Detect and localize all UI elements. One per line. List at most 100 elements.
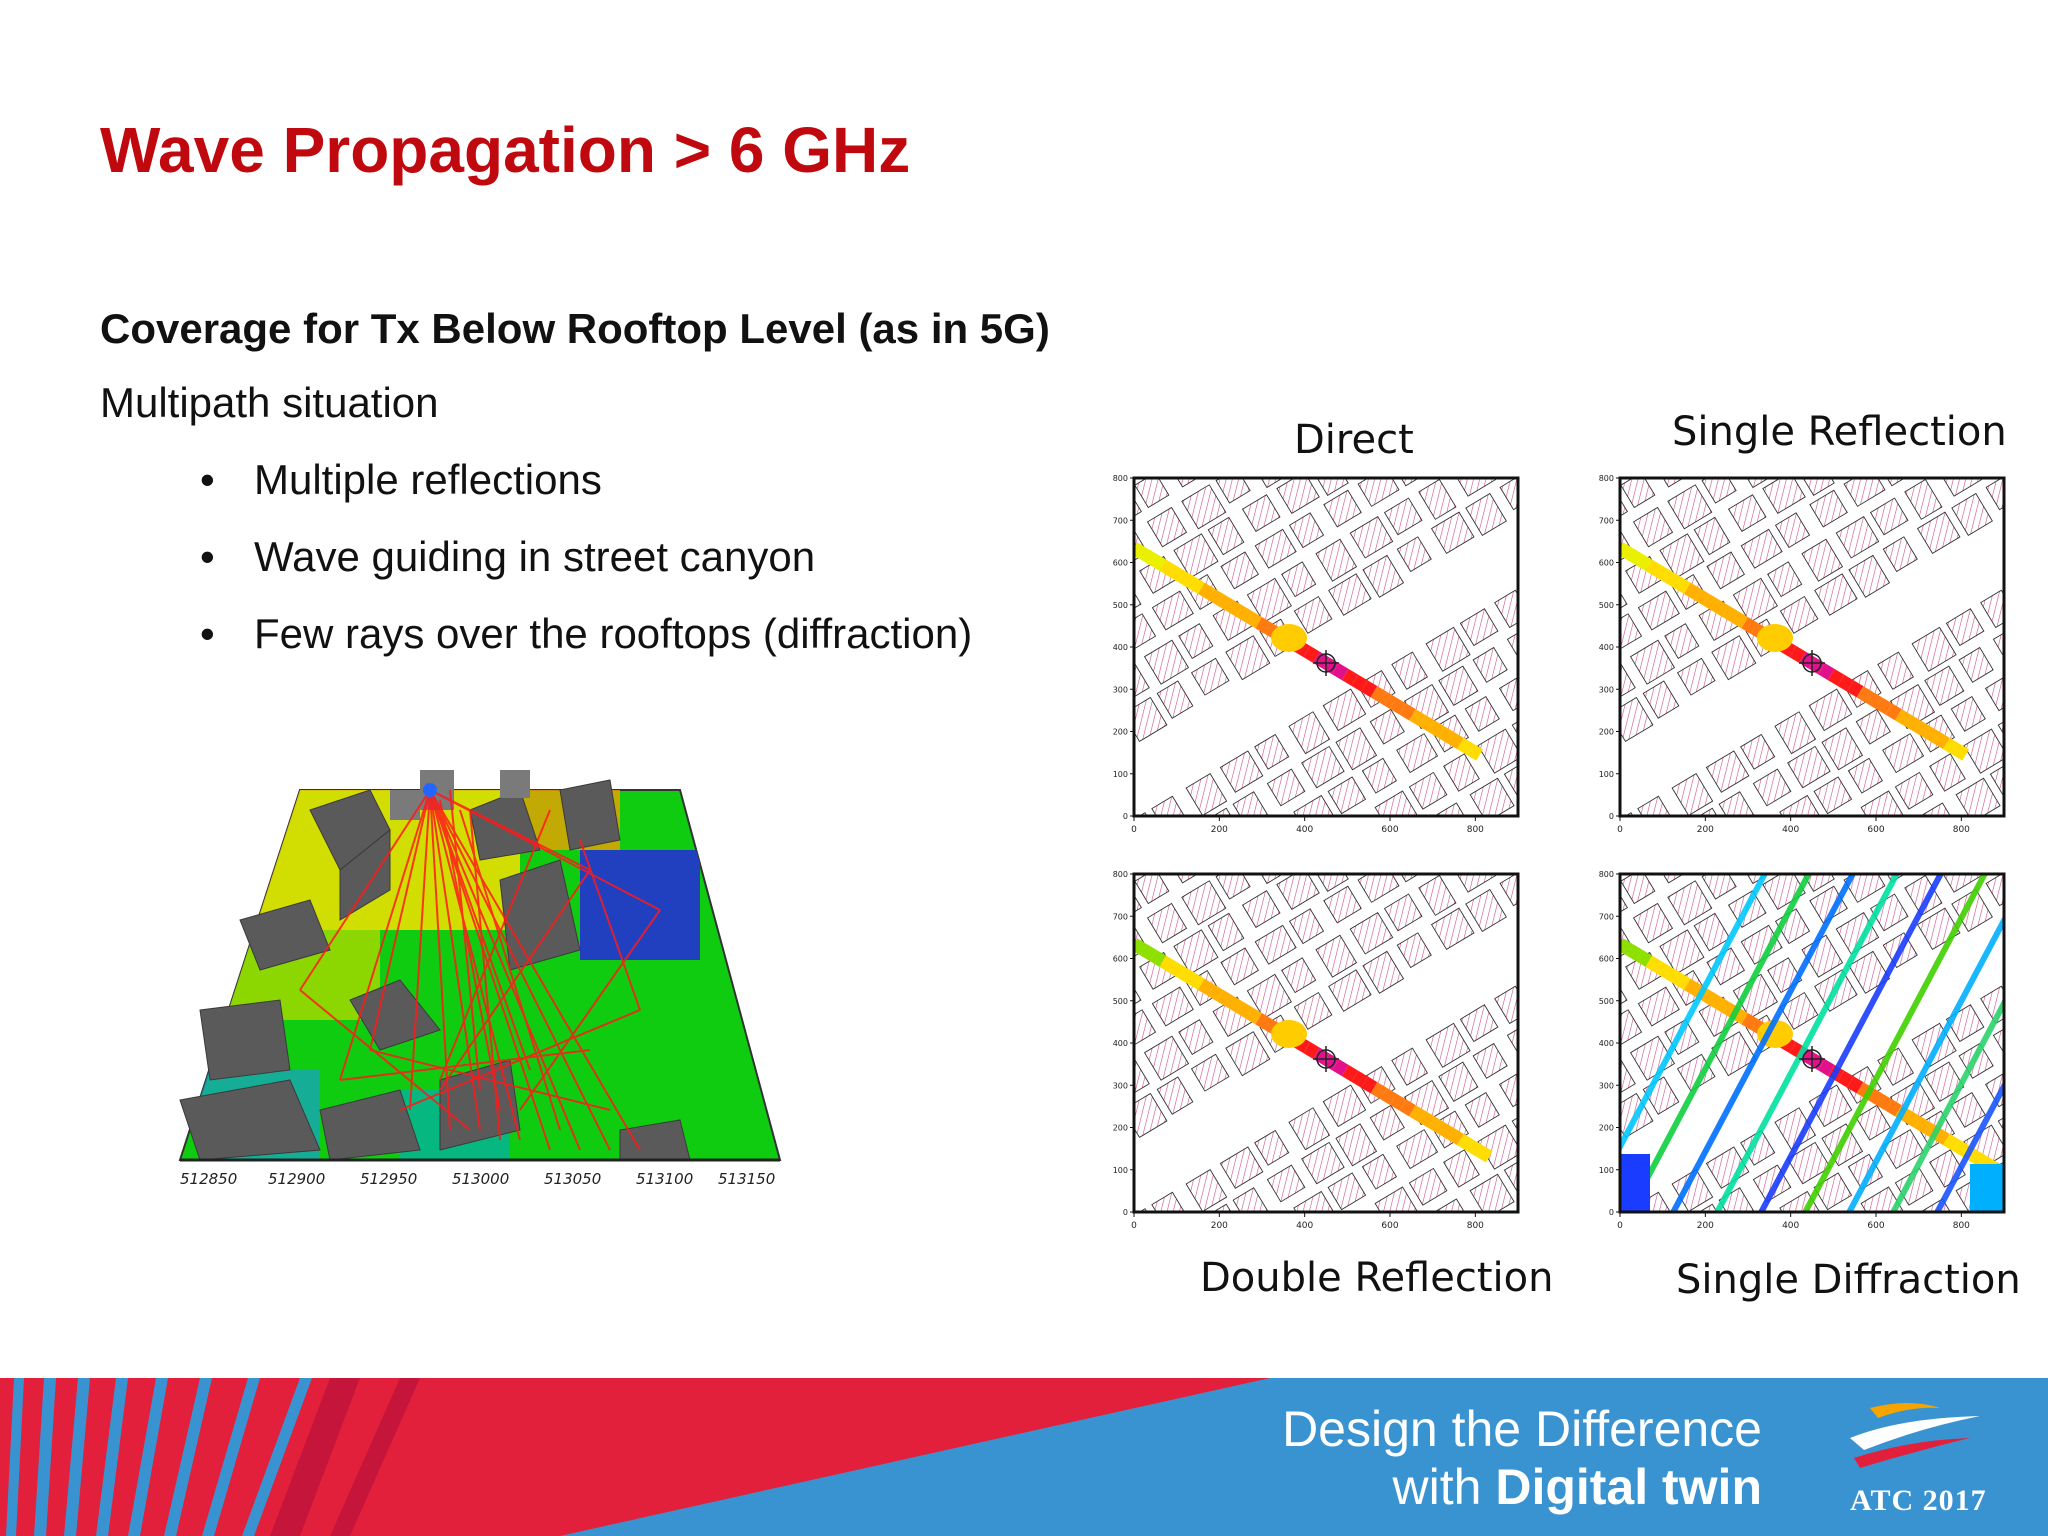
building-block — [1809, 489, 1848, 528]
building-block — [1693, 912, 1731, 952]
coverage-segment — [1236, 1001, 1253, 1019]
building-block — [1232, 1187, 1271, 1212]
coverage-segment — [1827, 668, 1845, 686]
coverage-segment — [1134, 938, 1147, 956]
coverage-segment — [1620, 938, 1633, 956]
slide-title: Wave Propagation > 6 GHz — [100, 114, 911, 186]
building-block — [1435, 802, 1471, 816]
building-block — [1322, 688, 1367, 732]
coverage-segment — [1134, 542, 1147, 560]
building-block — [1310, 874, 1349, 892]
coverage-segment — [1847, 680, 1864, 698]
coverage-segment — [1197, 582, 1215, 600]
building-block — [1855, 708, 1891, 745]
coverage-blob — [1271, 624, 1307, 652]
building-block — [1855, 1104, 1891, 1141]
y-tick-label: 0 — [1609, 812, 1614, 821]
coverage-segment — [1933, 1079, 2004, 1212]
coverage-segment — [1943, 1133, 1960, 1151]
y-tick-label: 800 — [1599, 870, 1614, 879]
building-block — [1814, 573, 1858, 616]
x-tick-label: 800 — [1467, 825, 1484, 832]
building-block — [1288, 512, 1325, 549]
coverage-segment — [1943, 737, 1960, 755]
building-block — [1958, 646, 1994, 683]
building-block — [1232, 791, 1271, 816]
building-block — [1921, 802, 1957, 816]
x-tick-label: 800 — [1467, 1221, 1484, 1228]
coverage-segment — [1933, 1128, 1950, 1146]
coverage-segment — [1178, 967, 1195, 985]
building-block — [1594, 547, 1609, 591]
coverage-segment — [1159, 955, 1176, 973]
building-block — [1181, 484, 1227, 530]
building-block — [1693, 516, 1731, 556]
building-block — [1711, 635, 1757, 681]
coverage-segment — [1188, 972, 1205, 990]
tagline-line1: Design the Difference — [1282, 1401, 1762, 1457]
coverage-segment — [1837, 1070, 1854, 1088]
coverage-segment — [1664, 967, 1681, 985]
building-block — [1916, 511, 1961, 555]
y-tick-label: 300 — [1599, 1081, 1614, 1090]
coverage-segment — [1389, 697, 1407, 715]
building-block — [1165, 1227, 1202, 1228]
coverage-plot-direct: 0 200 400 600 800 0 100 200 300 400 500 600 700 800 — [1113, 470, 1524, 832]
coverage-segment — [1626, 548, 1643, 566]
coverage-segment — [1169, 565, 1186, 583]
coverage-segment — [1741, 617, 1758, 635]
building-block — [1924, 665, 1965, 706]
coverage-segment — [1914, 1116, 1931, 1134]
building-block — [1362, 950, 1405, 994]
building-block — [1904, 478, 1943, 520]
building-block — [1241, 494, 1281, 533]
building-block — [1173, 533, 1219, 579]
building-block — [1281, 561, 1317, 598]
building-block — [1632, 902, 1674, 944]
coverage-segment — [1933, 732, 1950, 750]
y-tick-label: 700 — [1113, 516, 1128, 525]
building-block — [1654, 874, 1694, 884]
building-block — [1396, 932, 1432, 969]
coverage-blob — [1970, 1164, 2004, 1212]
building-block — [1178, 623, 1214, 659]
building-block — [1950, 1091, 1986, 1128]
building-block — [1408, 771, 1448, 810]
building-block — [1951, 492, 1993, 537]
coverage-segment — [1255, 1013, 1272, 1031]
y-tick-label: 600 — [1599, 559, 1614, 568]
building-block — [1207, 912, 1245, 952]
building-block — [1746, 1214, 1783, 1228]
city-x-tick: 513050 — [544, 1170, 601, 1188]
coverage-segment — [1303, 1041, 1320, 1059]
y-tick-label: 0 — [1123, 1208, 1128, 1217]
coverage-segment — [1889, 997, 2004, 1212]
y-tick-label: 0 — [1609, 1208, 1614, 1217]
coverage-segment — [1159, 559, 1176, 577]
building-block — [1882, 733, 1925, 774]
coverage-segment — [1683, 582, 1701, 600]
coverage-segment — [1217, 990, 1234, 1008]
building-block — [1241, 890, 1281, 929]
plot-label-direct: Direct — [1294, 417, 1414, 463]
building-block — [1266, 1164, 1306, 1203]
coverage-segment — [1674, 972, 1691, 990]
building-block — [1143, 1035, 1190, 1081]
building-block — [1973, 470, 2010, 473]
building-block — [1323, 489, 1362, 528]
building-block — [1254, 924, 1297, 965]
building-block — [1487, 470, 1524, 473]
city-x-tick: 512900 — [268, 1170, 325, 1188]
coverage-segment — [1847, 1076, 1864, 1094]
building-block — [1260, 818, 1297, 832]
y-tick-label: 300 — [1113, 685, 1128, 694]
building-block — [1225, 1031, 1271, 1077]
building-block — [1503, 759, 1518, 800]
logo-text: ATC 2017 — [1850, 1484, 1987, 1517]
building-block — [1860, 1186, 1905, 1212]
x-tick-label: 400 — [1782, 1221, 1799, 1228]
coverage-segment — [1923, 726, 1941, 744]
coverage-segment — [1303, 645, 1320, 663]
building-block — [1620, 1058, 1636, 1099]
coverage-segment — [1703, 990, 1720, 1008]
